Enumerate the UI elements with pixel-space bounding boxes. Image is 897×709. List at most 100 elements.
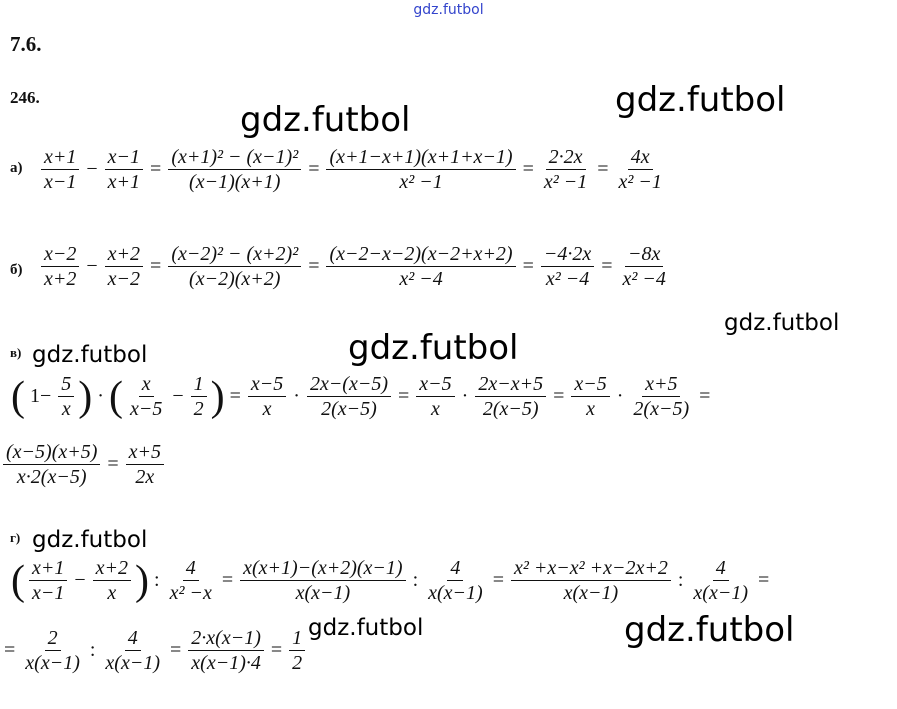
operator: 1−: [30, 385, 52, 407]
numerator: 1: [289, 626, 306, 651]
operator: :: [89, 639, 96, 661]
denominator: x: [262, 398, 272, 420]
formula-line: (x+1 x−1− x+2 x):4 x² −x = x(x+1)−(x+2)(x−1) x(…: [10, 556, 773, 605]
numerator: 4: [124, 626, 141, 651]
fraction: x+5 2(x−5): [630, 372, 692, 421]
denominator: x−1: [32, 582, 65, 604]
denominator: 2: [193, 398, 204, 420]
operator: −: [74, 569, 86, 591]
formula-line: (1− 5 x) ·(x x−5−1 2) = x−5 x · 2x−(x−5) 2(x−5) = x−5…: [10, 372, 714, 421]
formula-line: = 2 x(x−1):4 x(x−1) = 2·x(x−1) x(x−1)·4 = 1 2: [0, 626, 308, 675]
part-label: в): [10, 345, 22, 360]
denominator: x² −1: [399, 171, 443, 193]
part-label: а): [10, 160, 23, 176]
watermark: gdz.futbol: [615, 80, 786, 120]
fraction: (x−5)(x+5) x·2(x−5): [3, 440, 101, 489]
watermark: gdz.futbol: [624, 610, 795, 650]
fraction: −8x x² −4: [620, 242, 669, 291]
operator: =: [398, 385, 410, 407]
numerator: −8x: [625, 242, 664, 267]
fraction: (x−2−x−2)(x−2+x+2) x² −4: [326, 242, 516, 291]
fraction: x−2 x+2: [41, 242, 80, 291]
watermark: gdz.futbol: [308, 615, 424, 641]
fraction: x+1 x−1: [41, 145, 80, 194]
denominator: x: [431, 398, 440, 420]
operator: −: [86, 255, 98, 277]
problem-number: 246.: [10, 88, 40, 107]
numerator: (x+1−x+1)(x+1+x−1): [326, 145, 516, 170]
numerator: x−2: [41, 242, 80, 267]
fraction: x² +x−x² +x−2x+2 x(x−1): [511, 556, 671, 605]
watermark: gdz.futbol: [348, 328, 519, 368]
numerator: −4·2x: [540, 242, 595, 267]
operator: =: [597, 158, 609, 180]
denominator: x(x−1): [295, 582, 351, 604]
numerator: x+1: [41, 145, 80, 170]
numerator: x+5: [125, 440, 165, 465]
fraction: 4 x² −x: [167, 556, 215, 605]
denominator: x² −1: [543, 171, 588, 193]
numerator: 2x−x+5: [475, 372, 547, 397]
numerator: x: [138, 372, 154, 397]
denominator: (x−2)(x+2): [189, 268, 281, 290]
denominator: x−2: [107, 268, 141, 290]
fraction: 2x−x+5 2(x−5): [475, 372, 547, 421]
fraction: −4·2x x² −4: [540, 242, 595, 291]
numerator: 5: [58, 372, 75, 397]
denominator: x(x−1)·4: [191, 652, 261, 674]
operator: ·: [461, 385, 469, 407]
denominator: x(x−1): [25, 652, 80, 674]
fraction: 2·2x x² −1: [541, 145, 590, 194]
denominator: x−1: [44, 171, 77, 193]
fraction: 4 x(x−1): [690, 556, 751, 605]
parenthesis: (: [11, 373, 25, 420]
fraction: x−5 x: [571, 372, 610, 421]
part-label: г): [10, 530, 21, 545]
operator: =: [150, 158, 162, 180]
operator: =: [150, 255, 162, 277]
fraction: 4 x(x−1): [102, 626, 163, 675]
fraction: 2x−(x−5) 2(x−5): [306, 372, 392, 421]
operator: =: [492, 569, 504, 591]
denominator: x: [107, 582, 117, 604]
numerator: (x−2)² − (x+2)²: [168, 242, 302, 267]
operator: =: [553, 385, 565, 407]
operator: =: [107, 453, 119, 475]
operator: =: [308, 255, 320, 277]
fraction: x+2 x−2: [104, 242, 144, 291]
numerator: 2·2x: [545, 145, 586, 170]
operator: =: [758, 569, 770, 591]
fraction: (x−2)² − (x+2)² (x−2)(x+2): [168, 242, 302, 291]
denominator: 2x: [135, 466, 155, 488]
operator: :: [154, 569, 160, 591]
denominator: 2(x−5): [482, 398, 539, 420]
parenthesis: ): [210, 373, 225, 420]
denominator: 2(x−5): [633, 398, 690, 420]
site-header: gdz.futbol: [413, 2, 484, 18]
fraction: x−1 x+1: [104, 145, 144, 194]
denominator: x² −4: [545, 268, 590, 290]
operator: =: [699, 385, 711, 407]
denominator: x(x−1): [563, 582, 619, 604]
fraction: (x+1−x+1)(x+1+x−1) x² −1: [326, 145, 516, 194]
operator: =: [4, 639, 16, 661]
numerator: x−1: [104, 145, 144, 170]
operator: =: [221, 569, 234, 591]
watermark: gdz.futbol: [724, 310, 840, 336]
numerator: 4: [447, 556, 464, 581]
numerator: x−5: [416, 372, 455, 397]
operator: =: [522, 255, 534, 277]
fraction: x−5 x: [247, 372, 287, 421]
denominator: x(x−1): [693, 582, 748, 604]
fraction: x+2 x: [92, 556, 132, 605]
operator: =: [522, 158, 534, 180]
denominator: x² −4: [622, 268, 666, 290]
operator: =: [270, 639, 283, 661]
parenthesis: ): [78, 373, 93, 420]
numerator: x+5: [642, 372, 681, 397]
fraction: 4 x(x−1): [425, 556, 486, 605]
numerator: x−5: [571, 372, 610, 397]
operator: =: [170, 639, 182, 661]
